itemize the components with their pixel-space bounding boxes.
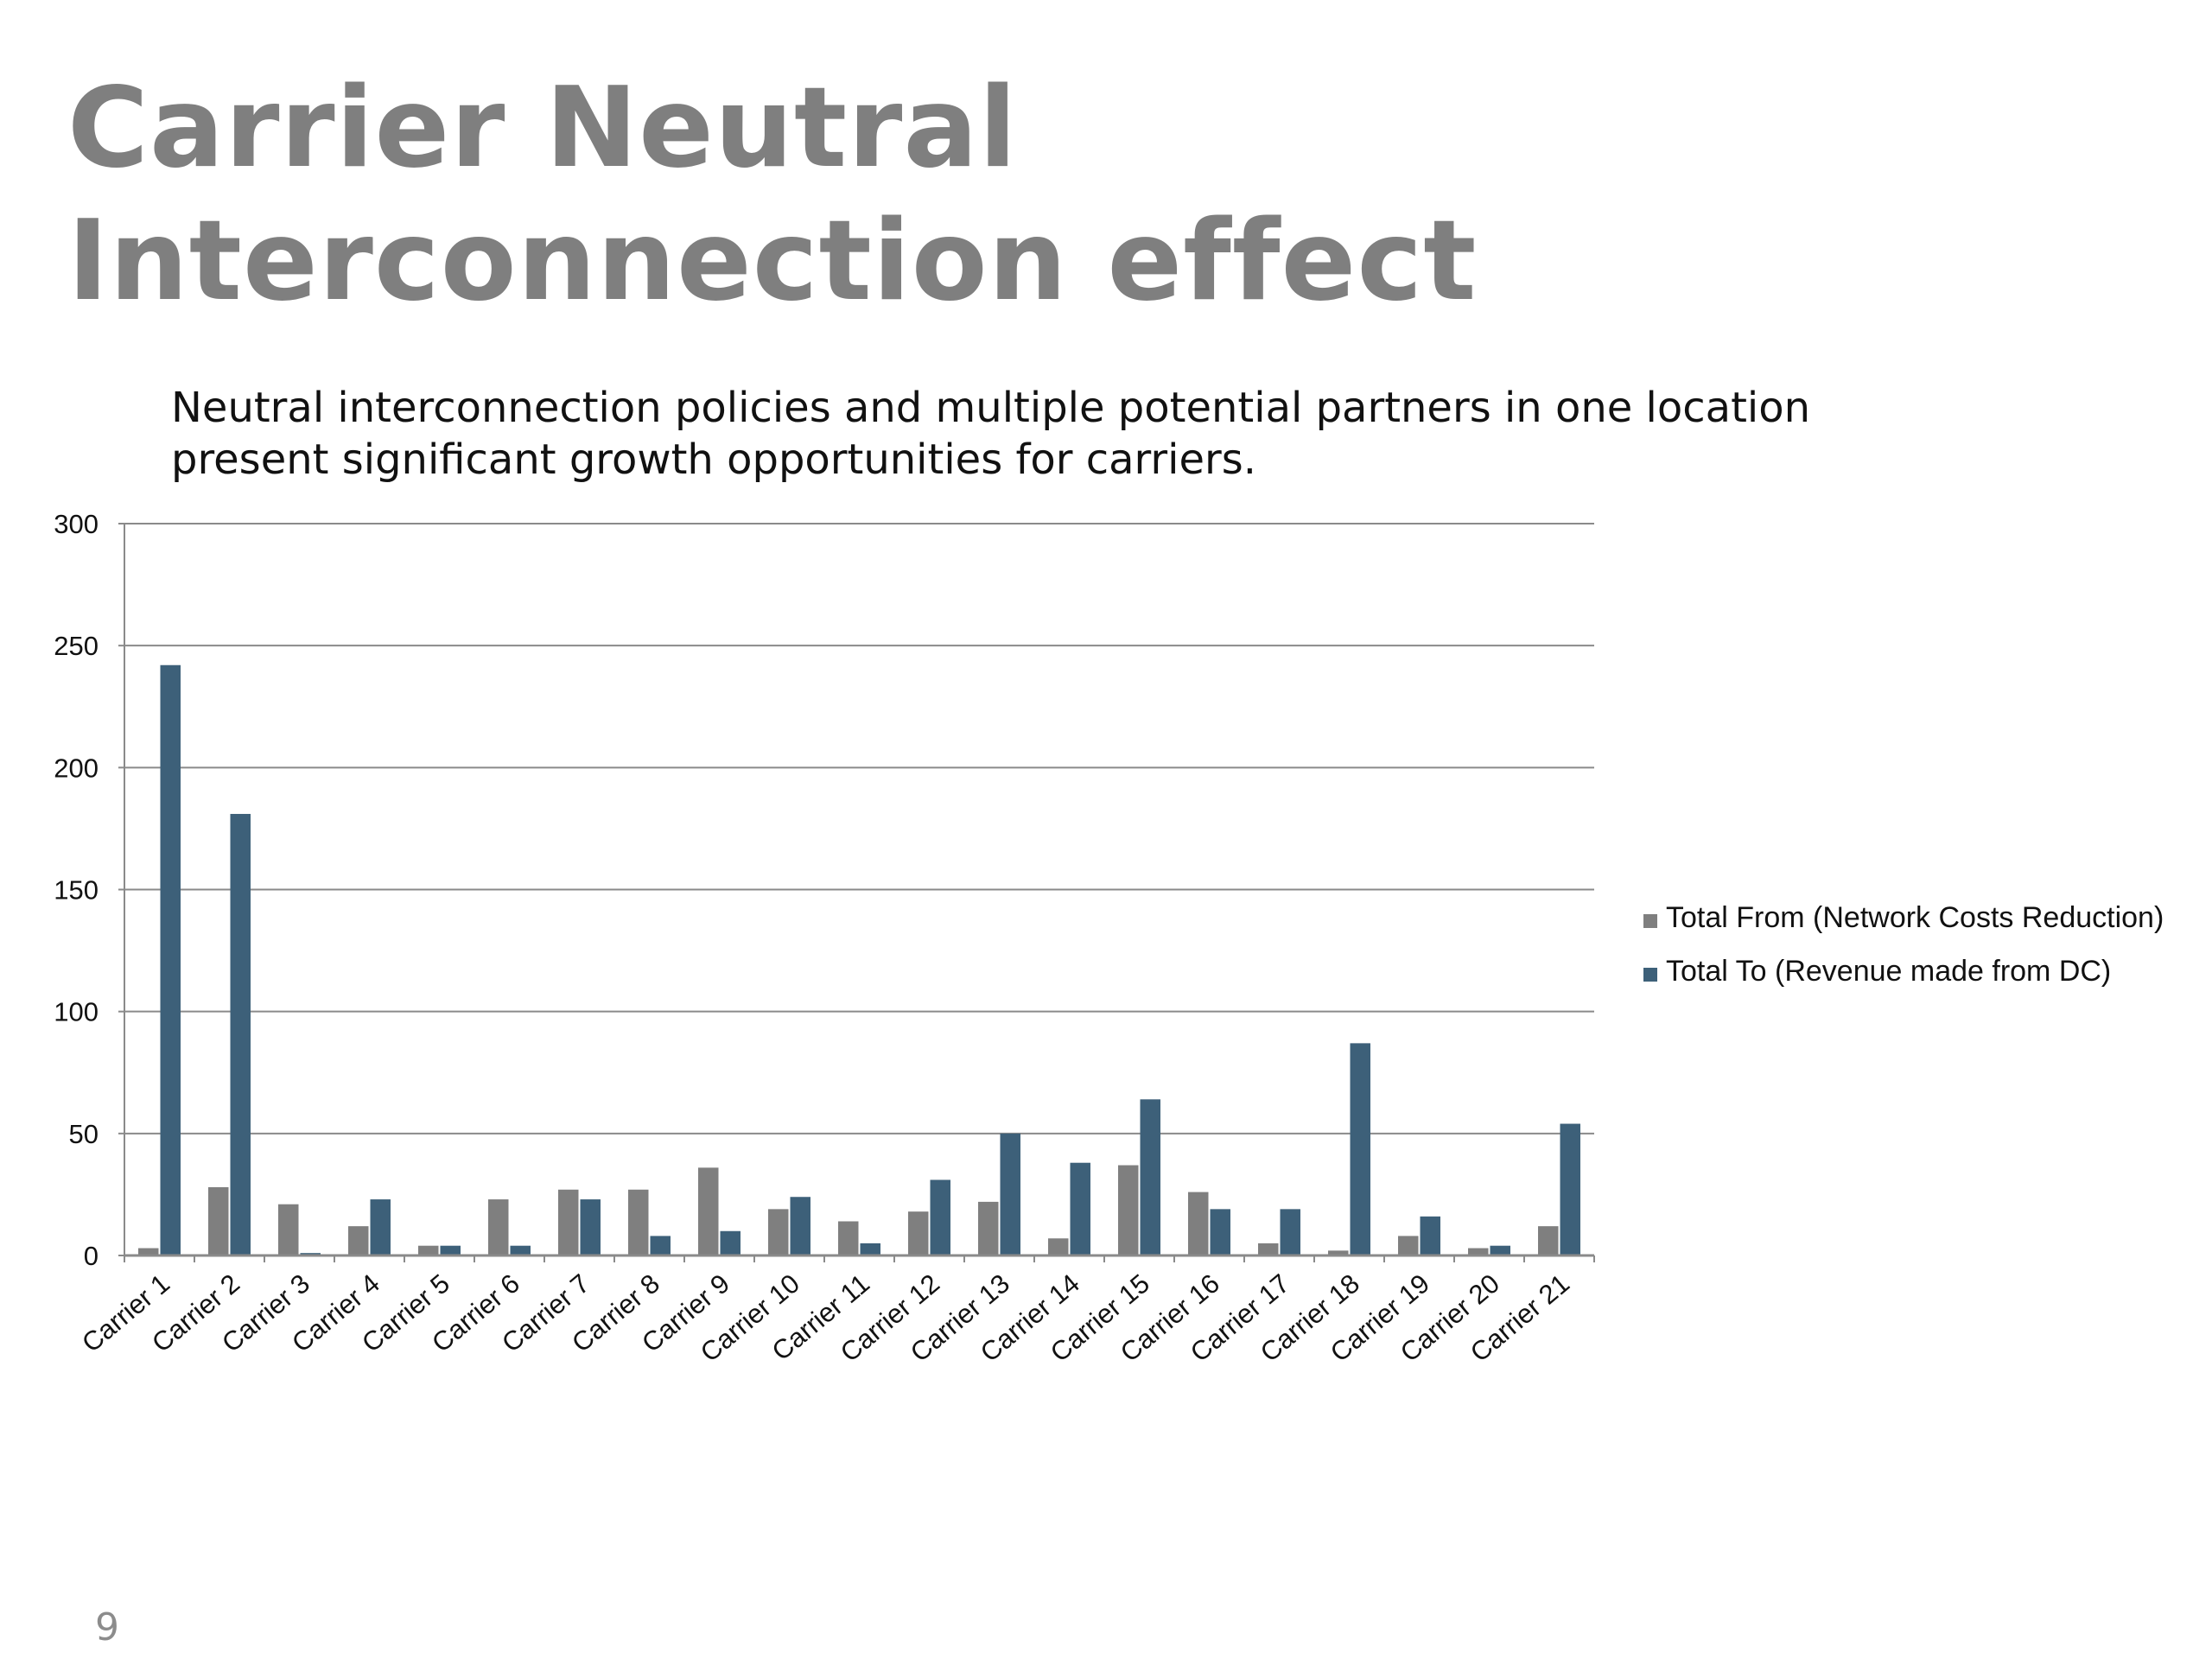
slide-subtitle-line-2: present significant growth opportunities… [171, 435, 1257, 484]
bar-total-from-10 [768, 1209, 789, 1255]
bar-total-to-19 [1420, 1216, 1440, 1255]
bar-total-to-15 [1140, 1099, 1160, 1255]
bar-total-to-12 [930, 1179, 950, 1255]
bar-total-to-13 [1000, 1133, 1020, 1255]
y-tick-label: 50 [69, 1119, 99, 1149]
legend-label-total-to: Total To (Revenue made from DC) [1666, 955, 2111, 988]
gridlines [124, 523, 1594, 1135]
bar-total-to-2 [230, 813, 251, 1255]
legend-swatch-total-to [1643, 968, 1657, 982]
bar-total-to-1 [160, 664, 181, 1255]
bar-total-to-11 [860, 1243, 880, 1255]
bar-total-to-8 [650, 1236, 671, 1255]
slide-title-line-1: Carrier Neutral [67, 64, 1018, 193]
legend-label-total-from: Total From (Network Costs Reduction) [1666, 901, 2164, 934]
bar-total-from-4 [348, 1226, 369, 1255]
bar-total-from-14 [1048, 1238, 1069, 1255]
bar-total-to-5 [440, 1245, 461, 1255]
y-tick-label: 0 [84, 1241, 99, 1271]
bar-total-from-19 [1398, 1236, 1419, 1255]
bar-total-from-15 [1118, 1165, 1139, 1255]
bar-total-to-18 [1350, 1043, 1370, 1255]
bar-total-to-14 [1070, 1162, 1090, 1255]
bar-total-to-17 [1280, 1209, 1300, 1255]
bar-total-to-9 [720, 1230, 741, 1255]
bar-total-from-12 [908, 1211, 929, 1255]
slide-subtitle-line-1: Neutral interconnection policies and mul… [171, 384, 1811, 432]
legend-swatch-total-from [1643, 914, 1657, 928]
bar-total-to-20 [1490, 1245, 1510, 1255]
bar-total-from-3 [278, 1204, 299, 1255]
bar-total-to-16 [1210, 1209, 1230, 1255]
bar-total-from-11 [838, 1221, 859, 1255]
y-tick-label: 200 [54, 753, 99, 783]
bar-total-from-8 [628, 1189, 649, 1255]
bar-total-from-21 [1538, 1226, 1559, 1255]
bar-total-from-20 [1468, 1248, 1489, 1255]
bar-total-to-7 [580, 1199, 601, 1255]
bar-total-from-13 [978, 1201, 999, 1255]
bar-total-to-10 [790, 1197, 810, 1255]
slide-title-line-2: Interconnection effect [67, 197, 1478, 326]
bar-total-to-4 [370, 1199, 391, 1255]
bar-total-from-9 [698, 1167, 719, 1255]
bar-total-from-6 [488, 1199, 509, 1255]
slide-subtitle: Neutral interconnection policies and mul… [171, 382, 1810, 486]
bar-total-from-17 [1258, 1243, 1279, 1255]
bar-total-from-2 [208, 1186, 229, 1255]
y-tick-label: 300 [54, 509, 99, 539]
bar-series [138, 664, 1580, 1255]
bar-total-from-5 [418, 1245, 439, 1255]
bar-total-from-1 [138, 1248, 159, 1255]
page-number: 9 [95, 1605, 119, 1649]
bar-total-to-21 [1560, 1123, 1580, 1255]
y-tick-label: 100 [54, 997, 99, 1027]
bar-total-from-7 [558, 1189, 579, 1255]
slide-title: Carrier Neutral Interconnection effect [67, 62, 1477, 328]
bar-total-from-18 [1328, 1250, 1349, 1255]
y-tick-label: 250 [54, 631, 99, 661]
bar-total-from-16 [1188, 1192, 1209, 1255]
bar-total-to-6 [510, 1245, 531, 1255]
y-tick-label: 150 [54, 875, 99, 906]
chart-legend: Total From (Network Costs Reduction) Tota… [1643, 901, 2164, 988]
